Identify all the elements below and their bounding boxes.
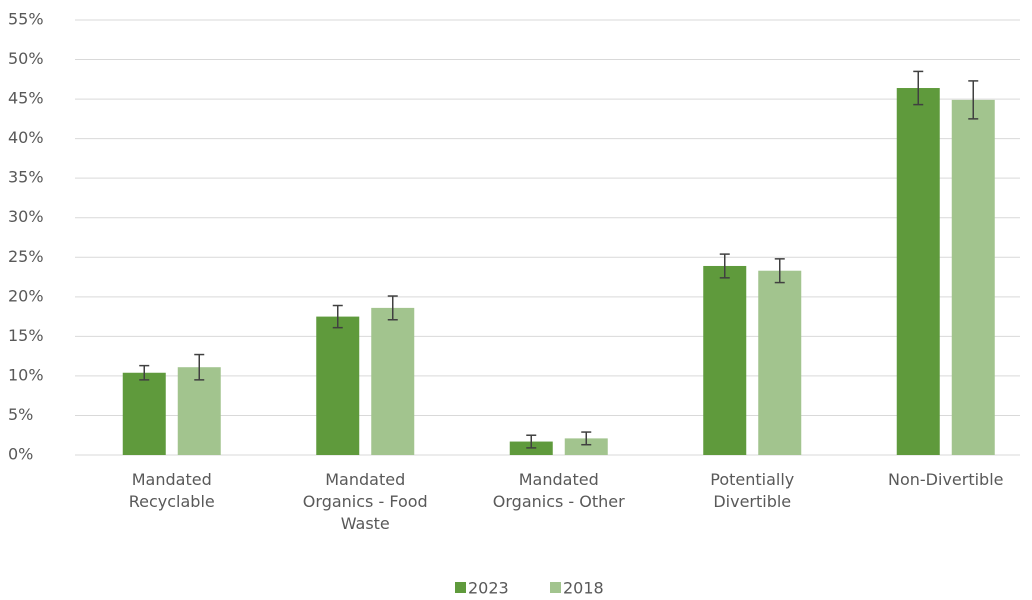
legend-label: 2018: [563, 579, 604, 598]
bar: [122, 372, 166, 455]
error-bar: [719, 253, 730, 279]
error-bar: [581, 431, 592, 446]
y-tick-label: 30%: [8, 207, 44, 226]
legend-swatch: [455, 582, 466, 593]
x-tick-label: Mandated Organics - Food Waste: [302, 470, 428, 533]
bar: [951, 99, 995, 455]
bar: [896, 88, 940, 455]
y-tick-label: 50%: [8, 49, 44, 68]
y-tick-label: 45%: [8, 89, 44, 108]
error-bar: [194, 353, 205, 381]
bar: [371, 307, 415, 455]
error-bar: [913, 70, 924, 106]
bar: [703, 265, 747, 455]
error-bar: [139, 364, 150, 381]
y-tick-label: 20%: [8, 286, 44, 305]
y-tick-label: 10%: [8, 365, 44, 384]
y-tick-label: 0%: [8, 445, 33, 464]
y-tick-label: 35%: [8, 168, 44, 187]
bar: [316, 316, 360, 455]
legend-label: 2023: [468, 579, 509, 598]
legend-swatch: [550, 582, 561, 593]
x-tick-label: Non-Divertible: [888, 470, 1004, 489]
y-tick-label: 40%: [8, 128, 44, 147]
y-tick-label: 55%: [8, 10, 44, 29]
bar: [564, 438, 608, 455]
y-tick-label: 15%: [8, 326, 44, 345]
bar: [758, 270, 802, 455]
error-bar: [774, 258, 785, 284]
error-bar: [526, 434, 537, 449]
error-bar: [332, 304, 343, 329]
x-tick-label: Mandated Organics - Other: [492, 470, 625, 511]
x-tick-label: Mandated Recyclable: [128, 470, 215, 511]
y-tick-label: 25%: [8, 247, 44, 266]
y-tick-label: 5%: [8, 405, 33, 424]
error-bar: [387, 295, 398, 321]
error-bar: [968, 80, 979, 120]
bar: [177, 367, 221, 455]
x-tick-label: Potentially Divertible: [710, 470, 795, 511]
